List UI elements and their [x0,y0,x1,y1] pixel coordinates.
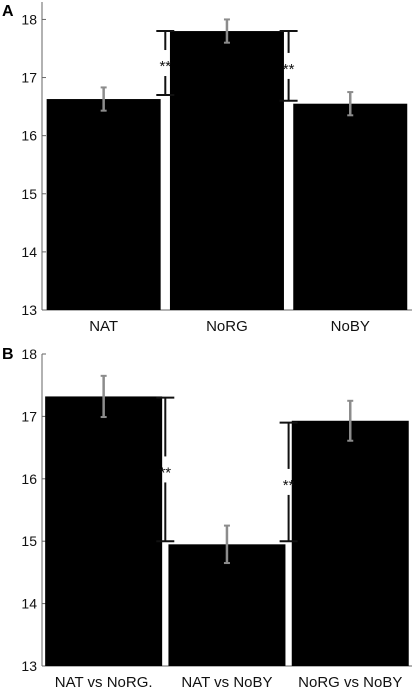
bar [168,544,286,666]
x-tick-label: NAT vs NoRG. [55,674,153,691]
significance-label: ** [159,464,171,481]
bar [293,103,408,310]
x-tick-label: NoBY [331,318,370,335]
panel-label-a: A [2,3,14,20]
significance-label: ** [159,58,171,75]
y-tick-label: 13 [21,658,37,674]
x-tick-label: NoRG vs NoBY [298,674,402,691]
y-tick-label: 14 [21,244,37,260]
chart-panel-a: 13 14 15 16 17 18 NAT NoRG NoBY ** ** [21,2,412,335]
y-tick-label: 15 [21,533,37,549]
x-tick-label: NAT vs NoBY [181,674,272,691]
x-tick-label: NAT [89,318,118,335]
y-tick-label: 14 [21,596,37,612]
bar [46,99,161,310]
y-tick-label: 18 [21,11,37,27]
significance-label: ** [283,61,295,78]
y-tick-label: 17 [21,70,37,86]
x-tick-label: NoRG [206,318,248,335]
y-tick-label: 13 [21,302,37,318]
bar [45,396,163,666]
y-tick-label: 18 [21,346,37,362]
y-tick-label: 16 [21,471,37,487]
chart-panel-b: 13 14 15 16 17 18 NAT vs NoRG. NAT vs NoBY NoRG … [21,346,412,691]
bar [169,31,284,310]
significance-label: ** [283,477,295,494]
panel-label-b: B [2,346,14,363]
y-tick-label: 15 [21,186,37,202]
bar [291,420,409,666]
y-tick-label: 16 [21,128,37,144]
y-tick-label: 17 [21,408,37,424]
